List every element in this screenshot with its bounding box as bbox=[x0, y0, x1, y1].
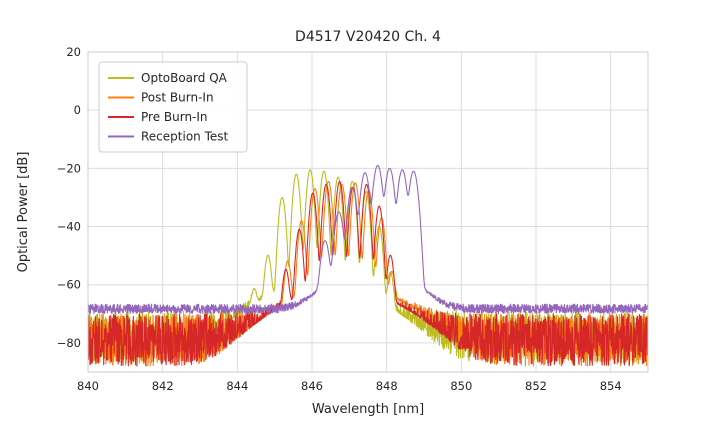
x-tick-label: 842 bbox=[152, 379, 174, 393]
chart-title: D4517 V20420 Ch. 4 bbox=[295, 29, 441, 45]
series-layer bbox=[88, 164, 648, 367]
x-tick-label: 850 bbox=[450, 379, 472, 393]
series-line-pre-burn-in bbox=[88, 180, 648, 367]
x-tick-label: 854 bbox=[600, 379, 622, 393]
y-tick-label: −20 bbox=[57, 161, 81, 175]
legend-box bbox=[98, 61, 248, 153]
legend-label: Reception Test bbox=[141, 130, 229, 144]
plot-border bbox=[87, 51, 649, 373]
series-line-reception-test bbox=[88, 164, 648, 315]
x-tick-label: 848 bbox=[376, 379, 398, 393]
x-tick-label: 852 bbox=[525, 379, 547, 393]
x-tick-label: 846 bbox=[301, 379, 323, 393]
legend-label: Pre Burn-In bbox=[141, 110, 208, 124]
x-axis-label: Wavelength [nm] bbox=[312, 402, 424, 417]
legend: OptoBoard QA Post Burn-In Pre Burn-In Recep… bbox=[98, 61, 248, 153]
legend-label: OptoBoard QA bbox=[141, 71, 228, 85]
legend-label: Post Burn-In bbox=[141, 91, 214, 105]
y-axis-label: Optical Power [dB] bbox=[16, 152, 31, 273]
y-tick-label: −80 bbox=[57, 336, 81, 350]
y-tick-label: 0 bbox=[74, 103, 81, 117]
y-tick-label: −40 bbox=[57, 220, 81, 234]
x-tick-label: 844 bbox=[226, 379, 248, 393]
y-tick-label: −60 bbox=[57, 278, 81, 292]
tick-labels: 840 842 844 846 848 850 852 854 20 0 −20 −40 −60 −80 bbox=[57, 45, 622, 393]
y-tick-label: 20 bbox=[66, 45, 81, 59]
x-tick-label: 840 bbox=[77, 379, 99, 393]
